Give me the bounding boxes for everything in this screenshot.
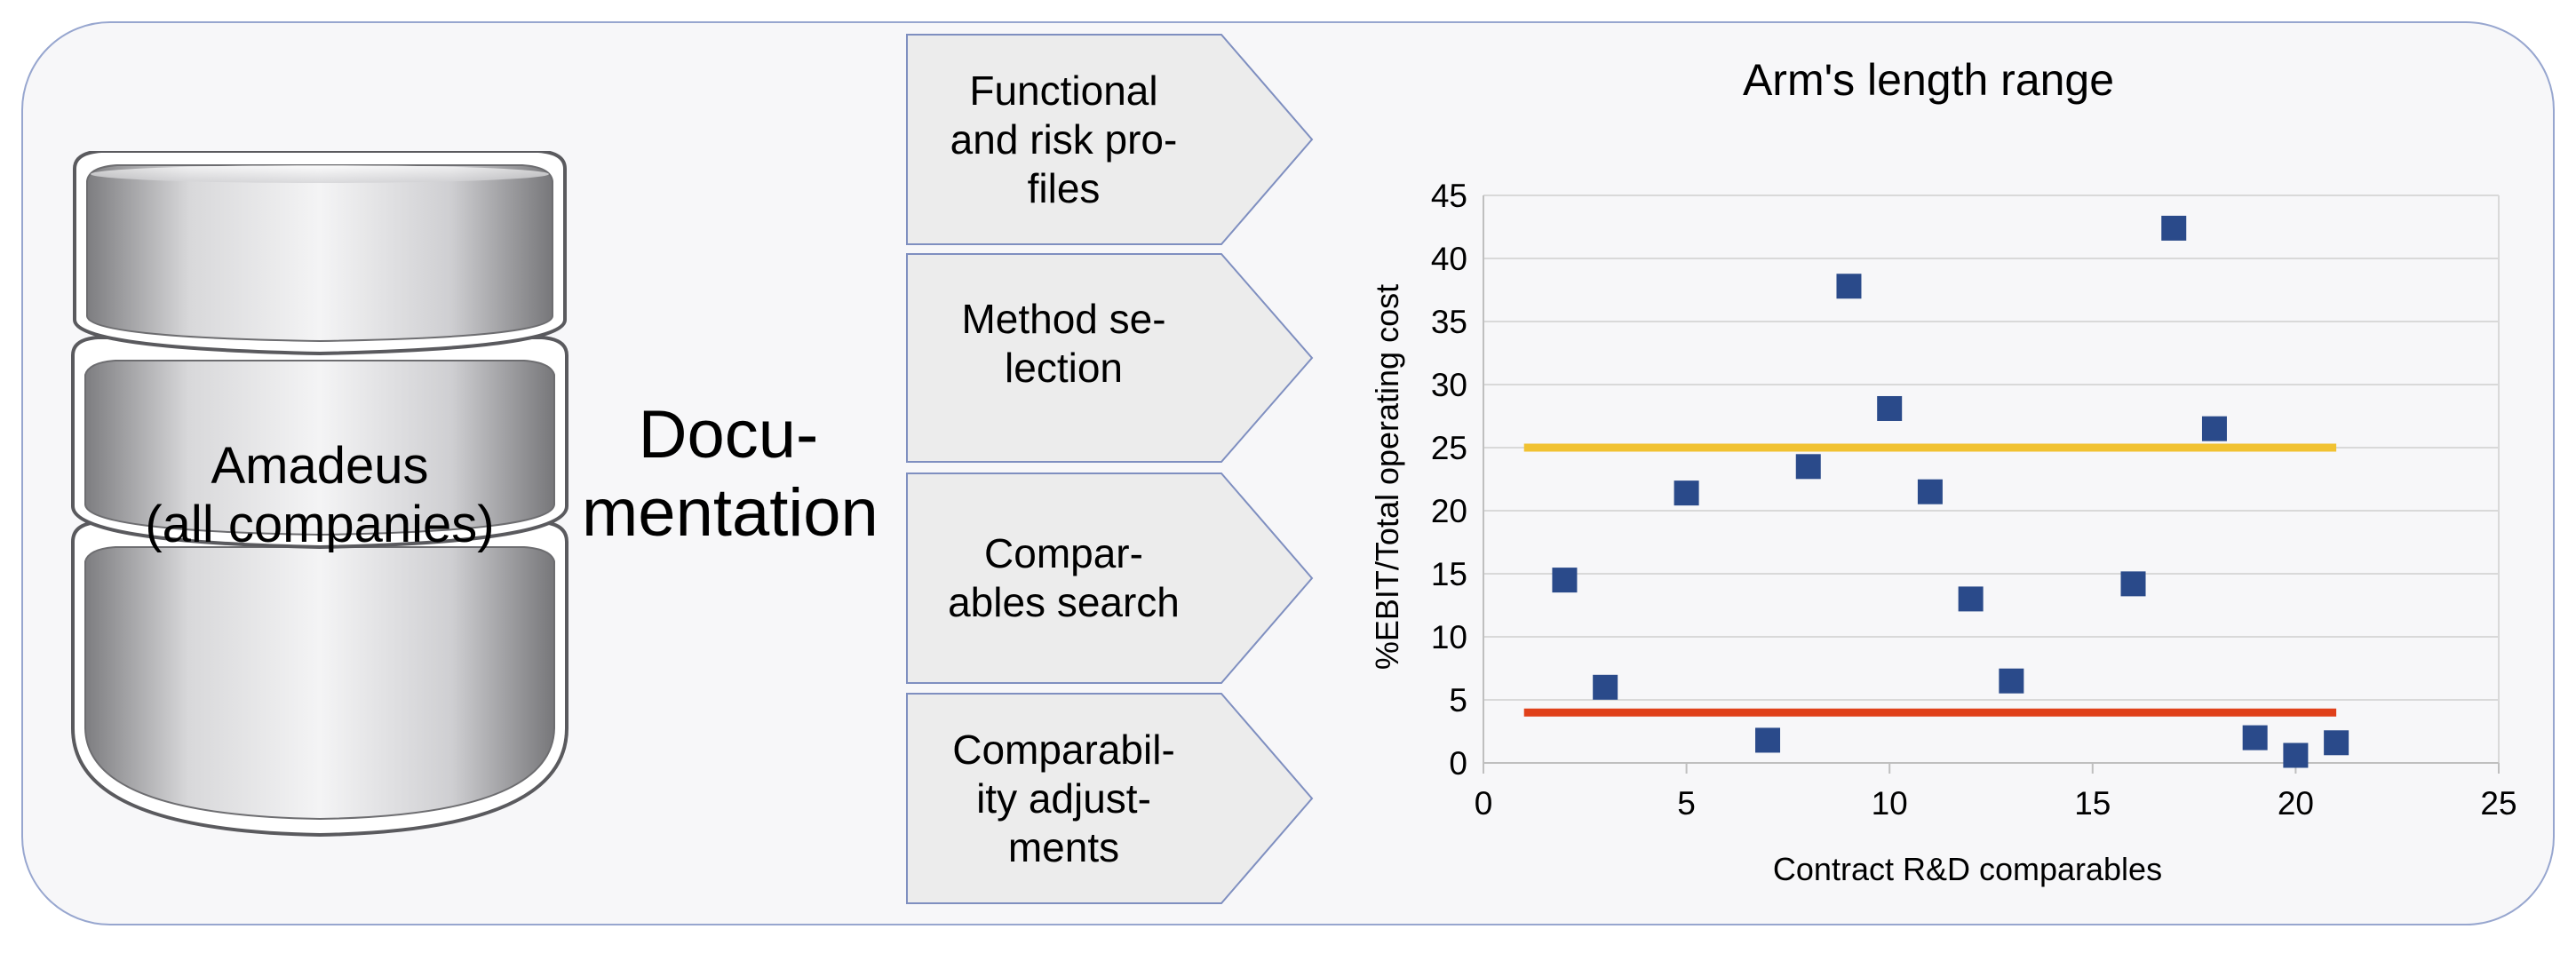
step-line: Method se-	[961, 296, 1166, 342]
step-arrow-method-selection: Method se- lection	[906, 253, 1315, 463]
step-text: Method se- lection	[906, 239, 1221, 449]
step-line: ables search	[948, 579, 1180, 625]
data-point	[1755, 727, 1781, 753]
step-text: Compar- ables search	[906, 473, 1221, 684]
data-point	[1877, 395, 1903, 421]
db-disk-bottom	[71, 520, 568, 838]
step-line: Functional	[969, 67, 1158, 114]
pentagon-arrow-shape	[906, 693, 1314, 904]
data-point	[1958, 586, 1984, 612]
data-point	[1999, 668, 2024, 694]
step-text: Comparabil- ity adjust- ments	[906, 693, 1221, 904]
x-tick-label: 0	[1475, 785, 1493, 822]
data-point	[2120, 571, 2146, 597]
step-arrow-comparability-adjustments: Comparabil- ity adjust- ments	[906, 693, 1315, 904]
db-disk-middle	[71, 336, 568, 550]
x-tick-label: 15	[2074, 785, 2111, 822]
x-tick-label: 5	[1677, 785, 1696, 822]
data-point	[1593, 674, 1618, 700]
y-tick-label: 5	[1449, 682, 1467, 719]
pentagon-arrow-shape	[906, 34, 1314, 245]
database-label-line2: (all companies)	[145, 496, 495, 553]
reference-lines-layer	[1523, 443, 2337, 717]
documentation-label: Docu- mentation	[582, 396, 879, 552]
step-line: ments	[1007, 823, 1120, 870]
database-label-line1: Amadeus	[211, 437, 429, 495]
db-disk-top	[73, 149, 567, 356]
y-tick-label: 35	[1431, 304, 1467, 340]
data-point	[2283, 743, 2309, 768]
chart-title: Arm's length range	[1743, 55, 2114, 105]
y-axis-label: %EBIT/Total operating cost	[1369, 284, 1405, 670]
step-line: Comparabil-	[952, 726, 1175, 773]
step-line: and risk pro-	[950, 115, 1178, 163]
documentation-label-line2: mentation	[582, 475, 879, 551]
data-point	[1552, 568, 1578, 593]
y-tick-label: 45	[1431, 178, 1467, 214]
step-line: lection	[1005, 345, 1123, 391]
axis-layer: 0 5 10 15 20 25 30 35 40 45 0 5 10 15 20 25	[1431, 178, 2517, 822]
data-point	[2324, 730, 2349, 756]
step-line: ity adjust-	[976, 774, 1151, 822]
y-tick-label: 30	[1431, 367, 1467, 403]
data-point	[1795, 454, 1821, 480]
y-tick-label: 0	[1449, 745, 1467, 782]
x-tick-label: 10	[1872, 785, 1908, 822]
step-arrow-functional-risk: Functional and risk pro- files	[906, 34, 1315, 245]
chart-svg: Arm's length range Contract R&D comparab…	[1369, 55, 2517, 887]
y-tick-label: 25	[1431, 430, 1467, 466]
y-tick-label: 40	[1431, 241, 1467, 277]
grid-layer	[1483, 195, 2500, 764]
step-text: Functional and risk pro- files	[906, 34, 1221, 245]
arms-length-range-chart: Arm's length range Contract R&D comparab…	[1332, 36, 2558, 924]
database-icon	[62, 149, 577, 862]
y-tick-label: 10	[1431, 619, 1467, 655]
data-point	[2161, 215, 2187, 241]
points-layer	[1552, 215, 2349, 768]
step-arrow-comparables-search: Compar- ables search	[906, 473, 1315, 684]
data-point	[2242, 725, 2268, 750]
y-tick-label: 15	[1431, 556, 1467, 592]
data-point	[1917, 479, 1943, 504]
data-point	[2201, 416, 2227, 441]
database-label: Amadeus (all companies)	[62, 437, 577, 554]
y-tick-label: 20	[1431, 493, 1467, 529]
database-cylinder-stack	[71, 149, 568, 838]
documentation-label-line1: Docu-	[638, 397, 819, 473]
x-axis-label: Contract R&D comparables	[1773, 851, 2162, 887]
x-tick-label: 25	[2480, 785, 2516, 822]
data-point	[1836, 274, 1862, 299]
pentagon-arrow-shape	[906, 253, 1314, 463]
data-point	[1674, 480, 1699, 506]
x-tick-label: 20	[2278, 785, 2314, 822]
step-line: Compar-	[984, 530, 1143, 576]
pentagon-arrow-shape	[906, 473, 1314, 684]
step-line: files	[1027, 164, 1101, 211]
